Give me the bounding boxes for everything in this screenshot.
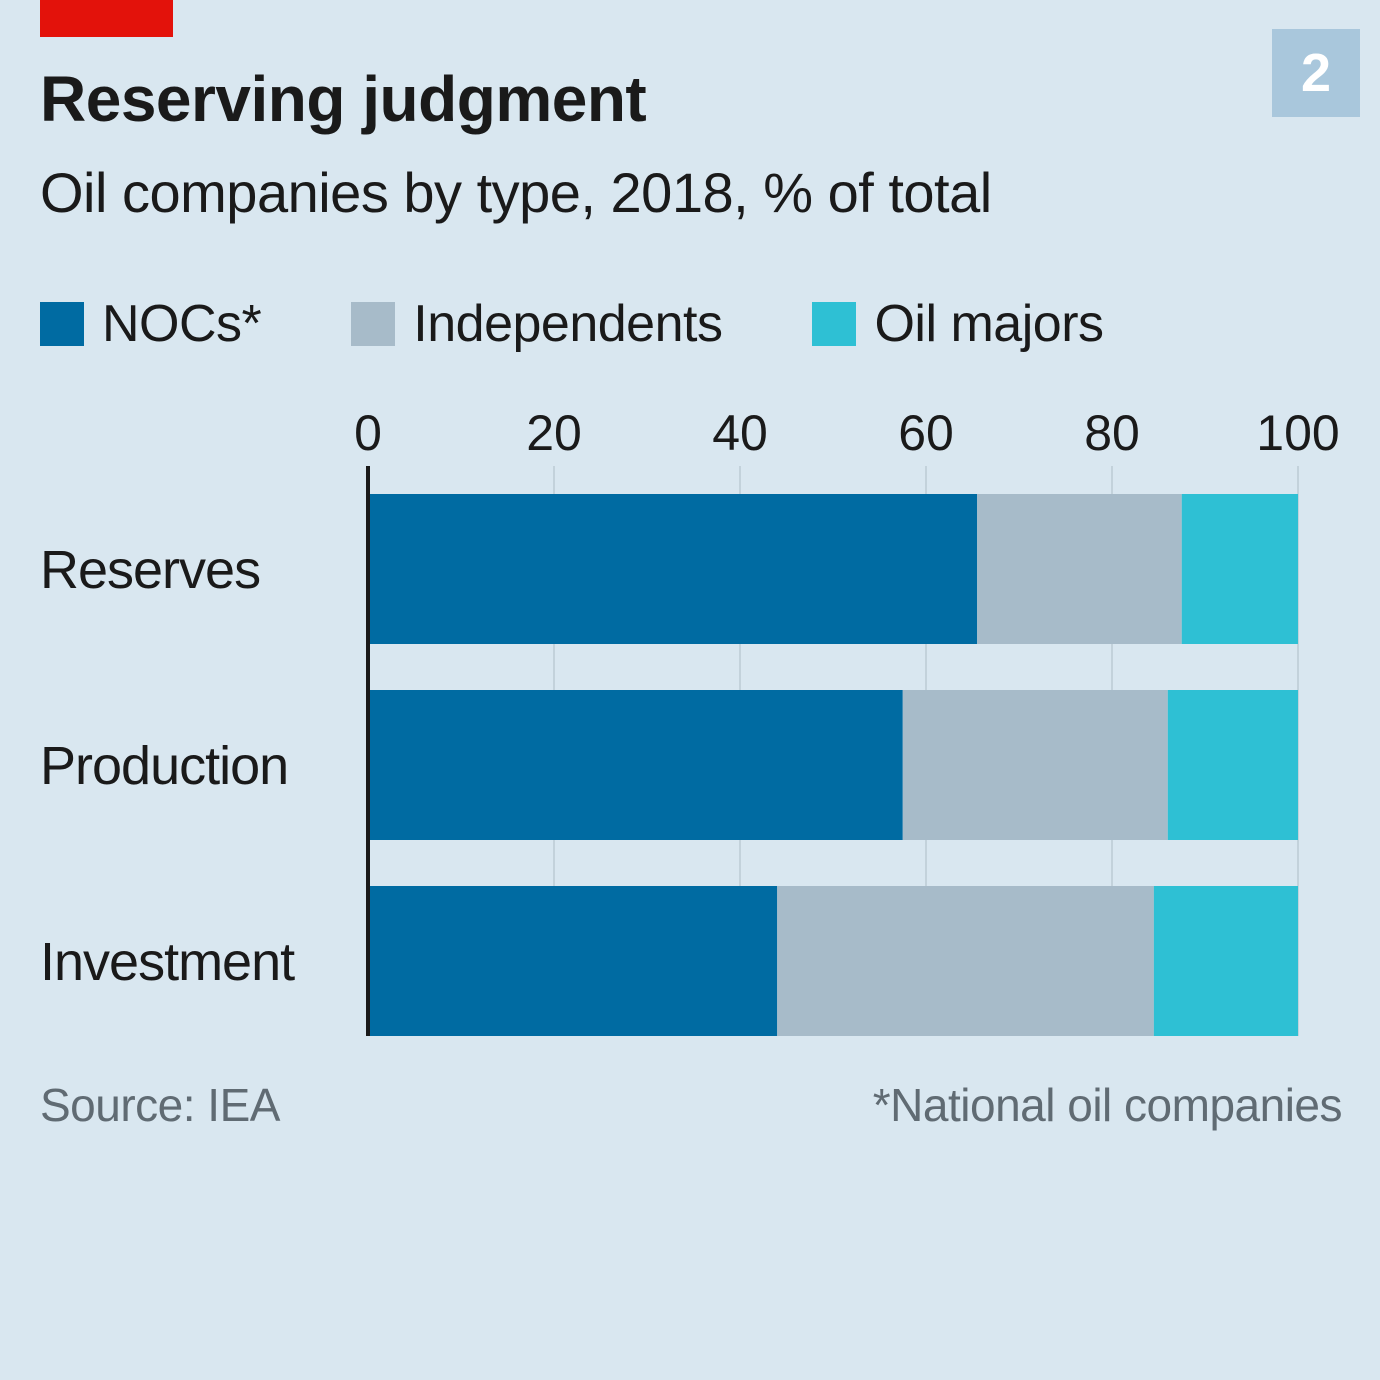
legend-item-oil-majors: Oil majors [812, 294, 1104, 354]
legend-label-nocs: NOCs* [102, 295, 262, 353]
category-label-reserves: Reserves [40, 540, 260, 600]
legend-item-independents: Independents [351, 294, 723, 354]
x-tick-label-80: 80 [1084, 405, 1140, 461]
bar-production-oil-majors [1167, 690, 1298, 840]
category-label-investment: Investment [40, 932, 295, 992]
source-note: Source: IEA [40, 1079, 280, 1131]
category-label-production: Production [40, 736, 288, 796]
bar-investment-oil-majors [1153, 886, 1298, 1036]
legend-swatch-independents [351, 302, 396, 346]
x-tick-label-60: 60 [898, 405, 954, 461]
x-tick-label-100: 100 [1256, 405, 1339, 461]
bar-investment-nocs [368, 886, 778, 1036]
bar-reserves-nocs [368, 494, 978, 644]
legend-label-independents: Independents [413, 295, 723, 353]
chart-title: Reserving judgment [40, 63, 647, 135]
x-tick-label-20: 20 [526, 405, 582, 461]
legend: NOCs* Independents Oil majors [40, 292, 1104, 356]
legend-label-oil-majors: Oil majors [874, 295, 1104, 353]
chart-subtitle: Oil companies by type, 2018, % of total [40, 161, 992, 224]
footnote: *National oil companies [872, 1079, 1343, 1131]
brand-red-tab [40, 0, 173, 37]
chart-number-badge: 2 [1272, 29, 1360, 117]
legend-swatch-nocs [40, 302, 84, 346]
bar-production-nocs [368, 690, 903, 840]
x-tick-label-0: 0 [354, 405, 382, 461]
legend-item-nocs: NOCs* [40, 294, 262, 354]
bar-reserves-oil-majors [1181, 494, 1298, 644]
bar-reserves-independents [977, 494, 1182, 644]
x-tick-label-40: 40 [712, 405, 768, 461]
bar-investment-independents [777, 886, 1154, 1036]
bar-production-independents [902, 690, 1168, 840]
legend-swatch-oil-majors [812, 302, 857, 346]
